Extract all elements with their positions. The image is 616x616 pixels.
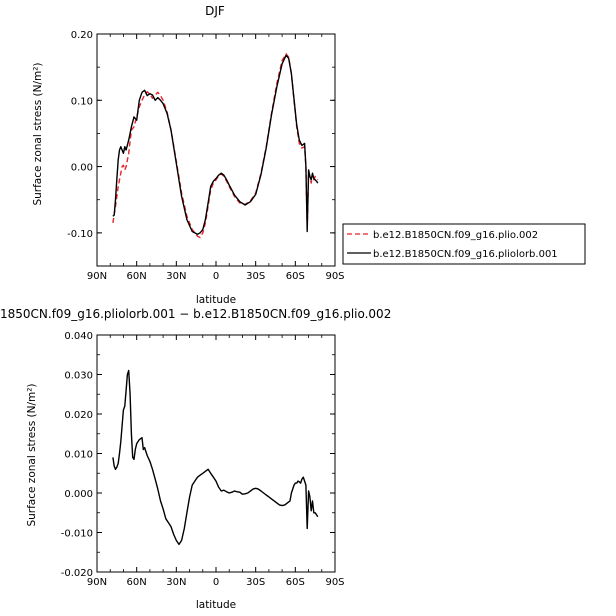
bottom-y-tick-label: 0.030 bbox=[64, 371, 93, 382]
bottom-y-tick-label: 0.010 bbox=[64, 450, 93, 461]
bottom-chart-ylabel: Surface zonal stress (N/m²) bbox=[26, 383, 38, 526]
top-x-tick-label: 90S bbox=[325, 271, 344, 282]
bottom-chart: 1850CN.f09_g16.pliolorb.001 − b.e12.B185… bbox=[0, 307, 391, 611]
bottom-y-tick-label: 0.020 bbox=[64, 410, 93, 421]
bottom-series-line-0 bbox=[112, 369, 319, 546]
top-x-tick-label: 60N bbox=[127, 271, 147, 282]
bottom-y-tick-label: 0.000 bbox=[64, 489, 93, 500]
top-x-tick-label: 0 bbox=[213, 271, 219, 282]
top-chart-ylabel: Surface zonal stress (N/m²) bbox=[32, 62, 44, 205]
top-y-tick-label: 0.00 bbox=[71, 163, 93, 174]
top-plot-frame bbox=[96, 33, 336, 267]
top-x-tick-label: 90N bbox=[87, 271, 107, 282]
top-y-tick-label: 0.10 bbox=[71, 96, 93, 107]
top-chart: DJF Surface zonal stress (N/m²) latitude… bbox=[32, 4, 345, 306]
top-chart-title: DJF bbox=[205, 4, 225, 18]
bottom-plot-frame bbox=[96, 334, 336, 573]
bottom-x-tick-label: 60S bbox=[286, 577, 305, 588]
bottom-x-tick-label: 90S bbox=[325, 577, 344, 588]
bottom-x-tick-label: 60N bbox=[127, 577, 147, 588]
bottom-x-tick-label: 90N bbox=[87, 577, 107, 588]
top-chart-xlabel: latitude bbox=[196, 294, 236, 306]
legend-label-plio: b.e12.B1850CN.f09_g16.plio.002 bbox=[373, 230, 538, 241]
bottom-x-tick-label: 0 bbox=[213, 577, 219, 588]
top-series-line-1 bbox=[112, 54, 319, 235]
bottom-chart-xlabel: latitude bbox=[196, 599, 236, 611]
legend-label-pliolorb: b.e12.B1850CN.f09_g16.pliolorb.001 bbox=[373, 249, 558, 260]
bottom-x-tick-label: 30N bbox=[166, 577, 186, 588]
top-y-tick-label: 0.20 bbox=[71, 30, 93, 41]
top-x-tick-label: 60S bbox=[286, 271, 305, 282]
bottom-y-tick-label: -0.020 bbox=[61, 568, 93, 579]
legend-box bbox=[342, 223, 586, 265]
top-x-tick-label: 30S bbox=[246, 271, 265, 282]
top-series-line-0 bbox=[112, 53, 319, 239]
bottom-x-tick-label: 30S bbox=[246, 577, 265, 588]
bottom-y-tick-label: 0.040 bbox=[64, 331, 93, 342]
bottom-chart-title: 1850CN.f09_g16.pliolorb.001 − b.e12.B185… bbox=[0, 307, 391, 321]
legend: b.e12.B1850CN.f09_g16.plio.002 b.e12.B18… bbox=[342, 223, 586, 265]
bottom-y-tick-label: -0.010 bbox=[61, 529, 93, 540]
top-x-tick-label: 30N bbox=[166, 271, 186, 282]
top-y-tick-label: -0.10 bbox=[67, 229, 93, 240]
